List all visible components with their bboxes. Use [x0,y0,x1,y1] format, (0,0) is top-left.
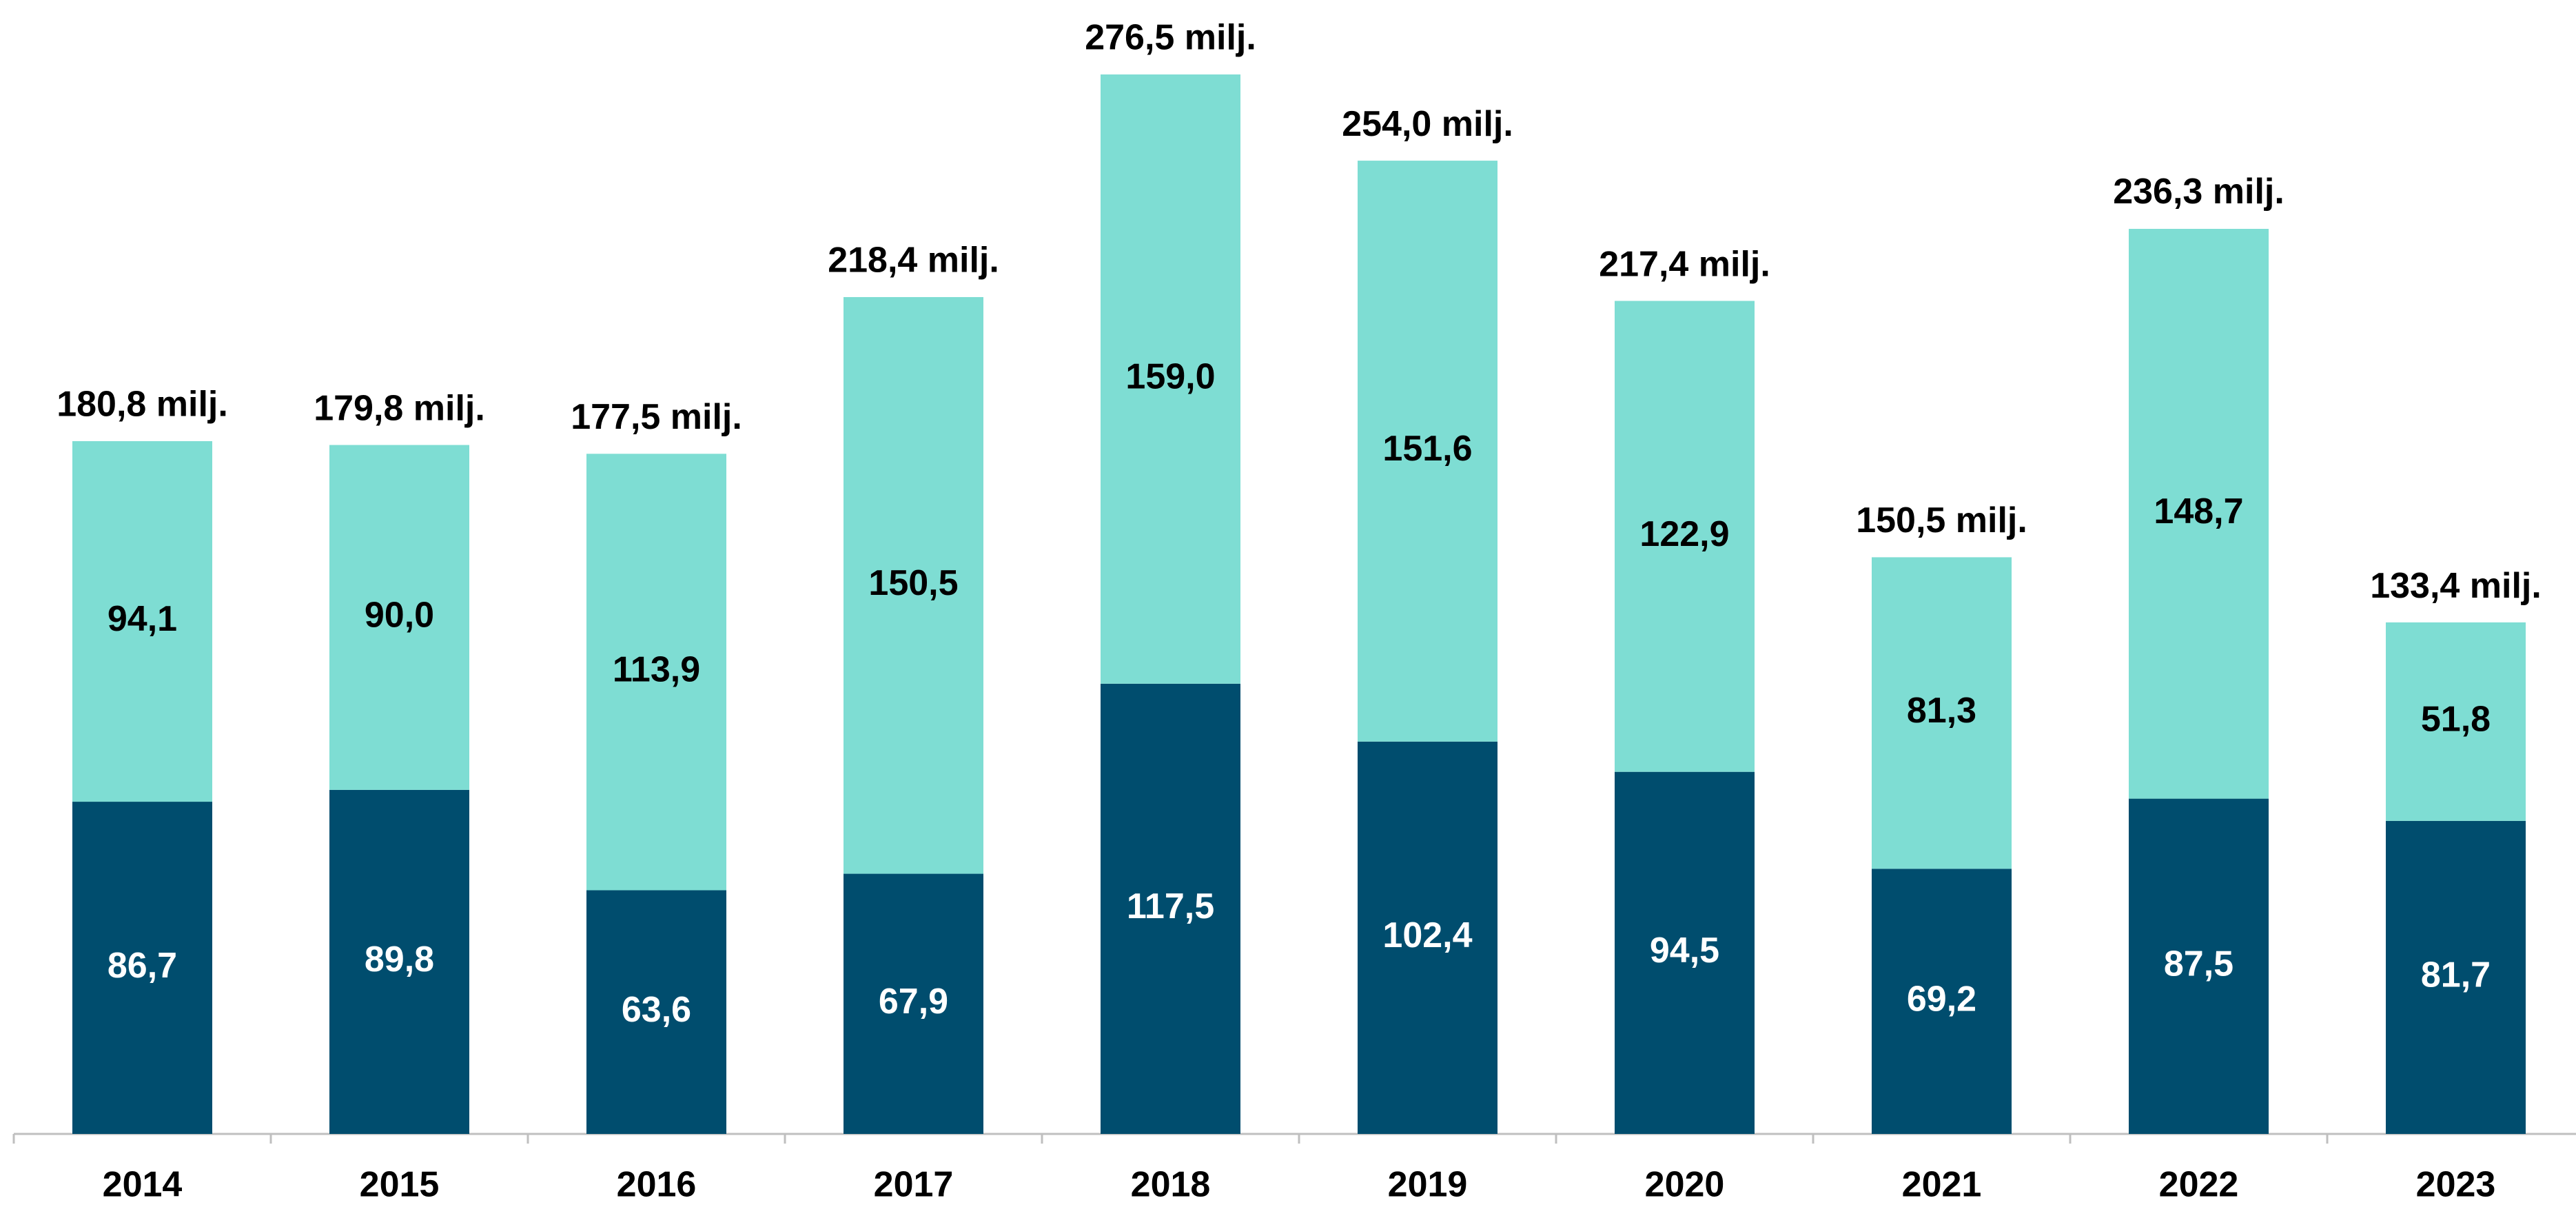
x-tick-label: 2021 [1902,1165,1982,1205]
bar-segment [844,296,983,874]
x-tick-label: 2017 [874,1165,954,1205]
total-label: 180,8 milj. [57,385,228,425]
bar-segment [2129,229,2269,799]
x-tick-label: 2019 [1388,1165,1468,1205]
value-label: 150,5 [868,563,958,603]
value-label: 113,9 [613,650,700,690]
total-label: 276,5 milj. [1085,18,1256,58]
bar-segment [329,445,469,790]
bar-segment [1872,869,2012,1134]
value-label: 94,1 [108,599,177,639]
total-label: 150,5 milj. [1856,500,2027,540]
value-label: 81,7 [2421,955,2491,995]
value-label: 89,8 [365,940,434,980]
bar-segment [1615,301,1755,772]
bar-segment [1358,161,1497,742]
value-label: 87,5 [2164,944,2233,984]
x-tick-label: 2023 [2416,1165,2496,1205]
value-label: 117,5 [1127,886,1214,926]
total-label: 133,4 milj. [2370,566,2542,606]
bar-segment [844,873,983,1134]
bar-segment [329,789,469,1134]
value-label: 86,7 [108,946,177,986]
bar-segment [1615,771,1755,1134]
value-label: 122,9 [1639,514,1729,554]
value-label: 102,4 [1382,915,1472,955]
total-label: 217,4 milj. [1599,244,1770,284]
x-tick-label: 2022 [2159,1165,2239,1205]
bar-segment [2386,820,2526,1134]
bar-segment [1358,741,1497,1134]
total-label: 218,4 milj. [828,241,999,281]
value-label: 94,5 [1650,931,1719,971]
x-tick-label: 2014 [103,1165,183,1205]
x-tick-label: 2015 [360,1165,440,1205]
value-label: 69,2 [1907,979,1976,1019]
total-label: 236,3 milj. [2113,172,2284,212]
total-label: 177,5 milj. [571,397,742,437]
bar-segment [1101,683,1240,1134]
value-label: 148,7 [2154,491,2243,531]
x-tick-label: 2020 [1645,1165,1725,1205]
bar-segment [586,454,726,891]
total-label: 179,8 milj. [314,388,485,428]
bar-segment [2129,798,2269,1134]
total-label: 254,0 milj. [1342,104,1513,144]
value-label: 67,9 [879,982,948,1022]
bar-segment [72,802,212,1134]
bar-segment [586,890,726,1134]
value-label: 159,0 [1125,357,1215,397]
bar-segment [1872,557,2012,869]
value-label: 51,8 [2421,700,2491,740]
x-tick-label: 2018 [1131,1165,1211,1205]
bar-segment [2386,622,2526,821]
bar-segment [72,440,212,802]
x-tick-label: 2016 [617,1165,697,1205]
value-label: 81,3 [1907,691,1976,731]
value-label: 63,6 [622,990,691,1030]
value-label: 90,0 [365,595,434,635]
bar-segment [1101,74,1240,684]
value-label: 151,6 [1382,429,1472,469]
